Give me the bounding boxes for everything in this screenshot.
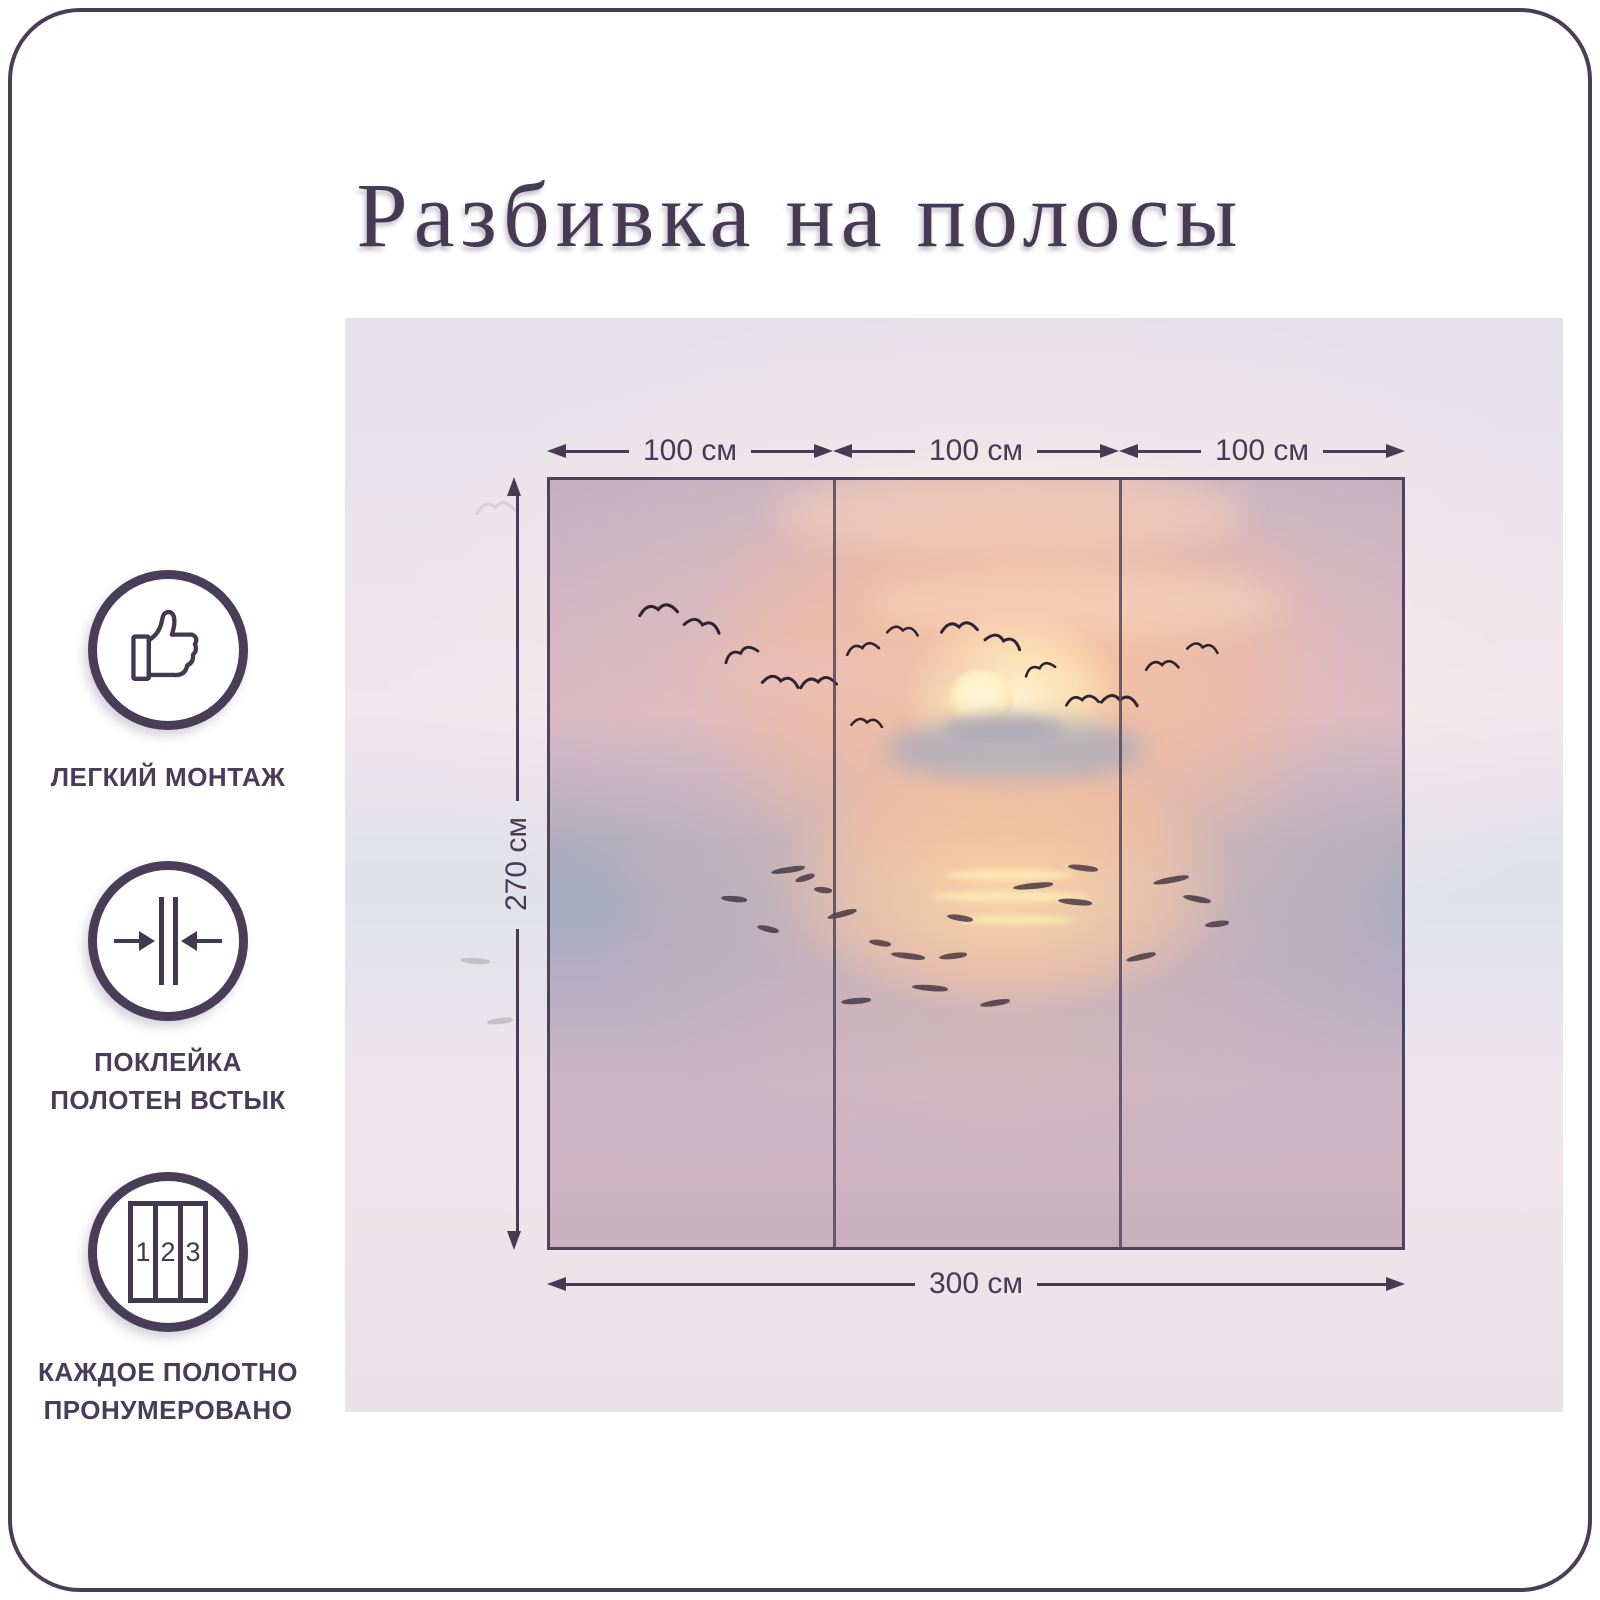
panel-number: 3 (185, 1236, 201, 1267)
arrow-right-icon (814, 444, 834, 458)
bird (938, 616, 979, 635)
feature-circle-numbered-panels: 1 2 3 (88, 1172, 248, 1332)
arrow-right-icon (1100, 444, 1120, 458)
bird (983, 626, 1026, 652)
feature-label: КАЖДОЕ ПОЛОТНО ПРОНУМЕРОВАНО (37, 1357, 299, 1425)
top-dimension: 100 см 100 см 100 см (547, 434, 1406, 467)
feature-label: ЛЕГКИЙ МОНТАЖ (50, 762, 286, 792)
wallpaper-photo (345, 318, 1563, 1412)
bird (885, 620, 920, 637)
feature-circle-easy-install (88, 570, 248, 730)
feature-label: ПОКЛЕЙКА ПОЛОТЕН ВСТЫК (50, 1047, 286, 1115)
bird (636, 596, 680, 617)
bird (843, 635, 881, 657)
sun-reflection (945, 870, 1075, 880)
strip-width-dimension: 100 см (1119, 434, 1406, 467)
arrow-up-icon (507, 477, 521, 496)
page-title: Разбивка на полосы (356, 163, 1244, 266)
bird (1144, 655, 1181, 672)
cloud (775, 468, 1245, 558)
arrow-right-icon (1386, 444, 1406, 458)
strip-width-label: 100 см (1215, 434, 1310, 467)
feature-circle-butt-join (88, 861, 248, 1021)
sun-reflection (930, 892, 1090, 901)
bird (850, 712, 885, 728)
strip-divider (1119, 480, 1122, 1247)
arrow-left-icon (547, 1277, 566, 1291)
wallpaper-rect (547, 477, 1405, 1250)
arrow-left-icon (547, 444, 566, 458)
bird (720, 637, 761, 664)
arrow-down-icon (507, 1231, 521, 1250)
numbered-panels-icon: 1 2 3 (128, 1201, 208, 1303)
cloud (865, 568, 1285, 638)
strip-width-dimension: 100 см (547, 434, 834, 467)
thumb-up-icon (131, 609, 199, 681)
strip-divider (833, 480, 836, 1247)
birds-layer (345, 318, 1563, 1412)
total-width-dimension: 300 см (547, 1267, 1406, 1300)
arrow-left-icon (1119, 444, 1138, 458)
panel-number: 1 (133, 1206, 158, 1298)
bird (797, 670, 839, 690)
bird (473, 494, 517, 515)
total-width-label: 300 см (929, 1267, 1024, 1300)
bird (682, 610, 725, 635)
arrow-right-icon (1386, 1277, 1406, 1291)
strip-width-label: 100 см (643, 434, 738, 467)
bird (1185, 636, 1221, 654)
bird (1063, 689, 1101, 707)
bird (1021, 655, 1058, 678)
sun-reflection (955, 916, 1075, 924)
horizon-mist (885, 718, 1145, 780)
butt-join-icon (106, 879, 230, 1003)
arrow-left-icon (833, 444, 852, 458)
bird (760, 668, 802, 689)
height-label: 270 см (500, 816, 533, 911)
height-dimension: 270 см (500, 477, 533, 1250)
panel-number: 2 (158, 1206, 183, 1298)
strip-width-label: 100 см (929, 434, 1024, 467)
strip-width-dimension: 100 см (833, 434, 1120, 467)
